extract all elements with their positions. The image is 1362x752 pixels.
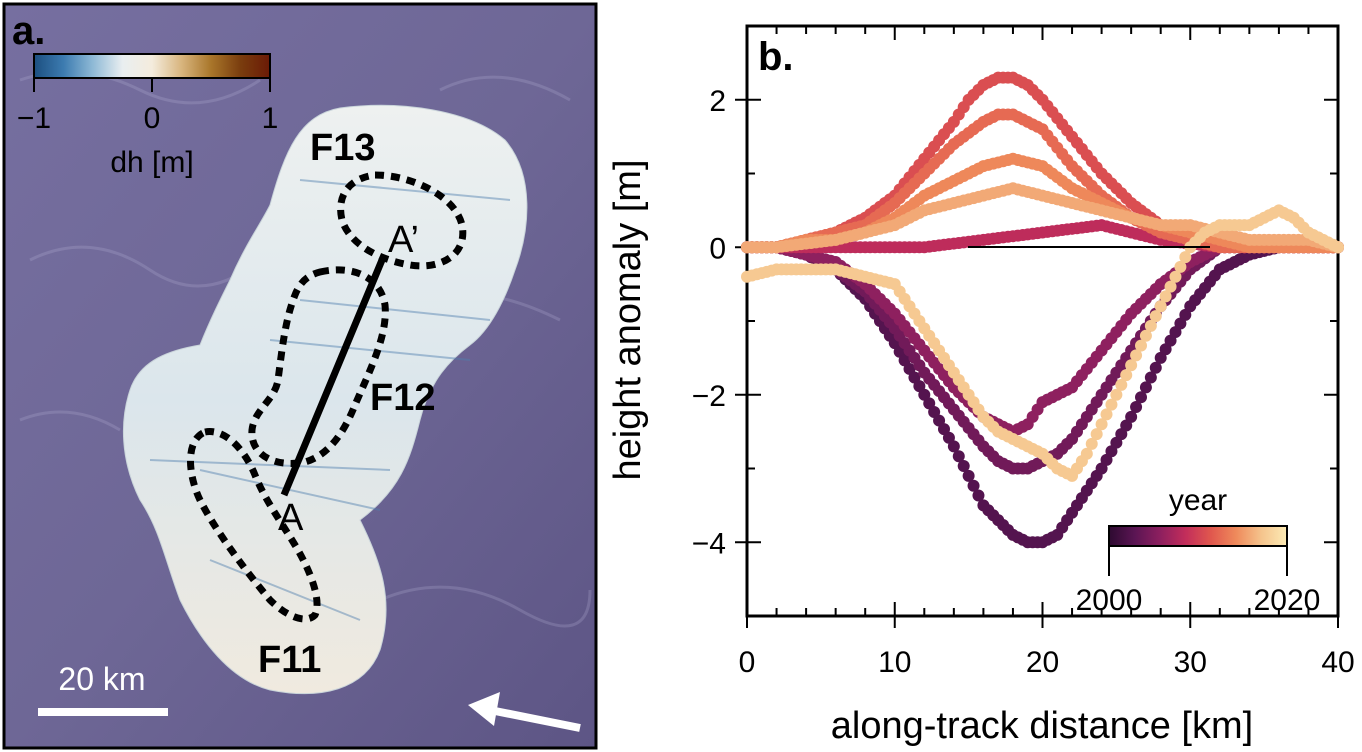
data-point (1149, 361, 1162, 374)
y-tick-label: 2 (709, 85, 726, 118)
data-point (1130, 401, 1143, 414)
year-colorbar-ramp (1108, 525, 1288, 547)
dh-colorbar-title: dh [m] (110, 146, 193, 179)
y-tick-label: −2 (692, 380, 726, 413)
x-tick-label: 40 (1321, 646, 1354, 679)
data-point (1135, 339, 1147, 352)
y-tick-label: −4 (692, 527, 726, 560)
x-tick-label: 30 (1174, 646, 1207, 679)
lake-outline-f11 (187, 428, 321, 623)
data-point (1135, 391, 1147, 404)
data-point (1080, 447, 1093, 460)
x-tick-label: 0 (739, 646, 756, 679)
data-point (947, 440, 960, 453)
data-point (1105, 398, 1118, 411)
x-tick-labels: 0 10 20 30 40 (739, 646, 1355, 679)
scale-bar-label: 20 km (58, 661, 145, 697)
data-point (1179, 251, 1192, 264)
data-point (1125, 410, 1138, 423)
tick-marks (735, 25, 1339, 628)
flow-direction-arrow-icon (468, 692, 581, 732)
data-point (1120, 369, 1133, 382)
data-point (1174, 260, 1187, 273)
dh-colorbar-tick-max: 1 (262, 102, 279, 135)
data-point (1115, 378, 1128, 391)
lake-label-f11: F11 (258, 639, 321, 681)
lake-label-f13: F13 (310, 127, 375, 169)
point-label-a-prime: A’ (388, 219, 419, 261)
profile-line (280, 258, 386, 497)
panel-a-label: a. (12, 9, 45, 53)
year-colorbar-tick-max: 2020 (1254, 584, 1321, 617)
year-colorbar: year 2000 2020 (1076, 484, 1321, 617)
data-point (1154, 300, 1167, 313)
point-label-a: A (278, 497, 304, 539)
data-point (1100, 408, 1113, 421)
data-point (1090, 428, 1103, 441)
data-point (1159, 290, 1172, 303)
y-tick-labels: 2 0 −2 −4 (692, 85, 726, 561)
data-point (957, 460, 970, 473)
x-tick-label: 20 (1026, 646, 1059, 679)
data-point (1095, 418, 1108, 431)
dh-colorbar-tick-min: −1 (17, 102, 51, 135)
data-point (1130, 349, 1143, 362)
lake-label-f12: F12 (370, 377, 435, 419)
data-point (1139, 381, 1152, 394)
data-point (967, 479, 980, 492)
lake-outline-f13 (337, 171, 467, 270)
x-tick-label: 10 (878, 646, 911, 679)
x-axis-label: along-track distance [km] (831, 705, 1253, 747)
data-point (1164, 280, 1177, 293)
data-point (972, 489, 985, 502)
data-point (1139, 329, 1152, 342)
year-colorbar-tick-min: 2000 (1076, 584, 1143, 617)
data-point (1110, 388, 1123, 401)
panel-a: A’ A F13 F12 F11 a. −1 0 1 dh [m] 20 km (2, 2, 598, 750)
dh-colorbar-ramp (33, 53, 271, 79)
scale-bar-line (38, 708, 168, 716)
dh-colorbar: −1 0 1 dh [m] (17, 53, 279, 179)
y-tick-label: 0 (709, 232, 726, 265)
data-point (1144, 319, 1157, 332)
data-points (741, 71, 1344, 549)
data-point (1125, 359, 1138, 372)
scale-bar: 20 km (38, 661, 168, 716)
data-point (1144, 371, 1157, 384)
data-point (952, 450, 965, 463)
dh-colorbar-tick-mid: 0 (144, 102, 161, 135)
data-point (1332, 241, 1344, 254)
y-axis-label: height anomaly [m] (607, 159, 649, 480)
data-point (962, 469, 975, 482)
panel-b-label: b. (758, 35, 794, 79)
data-point (1149, 310, 1162, 323)
year-colorbar-title: year (1169, 484, 1227, 517)
data-point (1085, 437, 1098, 450)
panel-b: 0 10 20 30 40 20−2−4 b. along-track distance… (607, 24, 1355, 747)
data-point (1169, 270, 1182, 283)
lake-outline-f12 (248, 266, 389, 467)
